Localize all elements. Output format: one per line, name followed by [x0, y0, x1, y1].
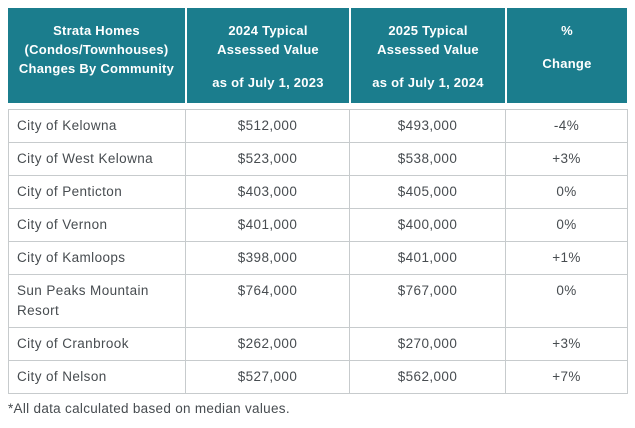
table-row: City of West Kelowna $523,000 $538,000 +… [8, 142, 628, 176]
header-2025-asof: as of July 1, 2024 [372, 75, 484, 90]
header-pct-label: Change [542, 56, 592, 71]
median-values-footnote: *All data calculated based on median val… [8, 401, 290, 416]
assessed-2024-cell: $523,000 [185, 142, 350, 176]
community-cell: Sun Peaks Mountain Resort [8, 274, 186, 328]
pct-change-cell: +3% [505, 142, 628, 176]
header-2024-asof: as of July 1, 2023 [212, 75, 324, 90]
pct-change-cell: +1% [505, 241, 628, 275]
header-2024-line1: 2024 Typical [228, 23, 308, 38]
community-cell: City of Penticton [8, 175, 186, 209]
header-2025-value-column: 2025 Typical Assessed Value as of July 1… [349, 8, 505, 103]
table-row: City of Cranbrook $262,000 $270,000 +3% [8, 327, 628, 361]
header-2024-line2: Assessed Value [217, 42, 319, 57]
assessed-2024-cell: $764,000 [185, 274, 350, 328]
table-row: City of Nelson $527,000 $562,000 +7% [8, 360, 628, 394]
pct-change-cell: 0% [505, 175, 628, 209]
assessed-2024-cell: $398,000 [185, 241, 350, 275]
community-cell: City of Vernon [8, 208, 186, 242]
table-header-row: Strata Homes (Condos/Townhouses) Changes… [8, 8, 627, 103]
table-row: City of Penticton $403,000 $405,000 0% [8, 175, 628, 209]
table-row: City of Kamloops $398,000 $401,000 +1% [8, 241, 628, 275]
strata-homes-table: Strata Homes (Condos/Townhouses) Changes… [8, 8, 628, 416]
pct-change-cell: -4% [505, 109, 628, 143]
header-community-line1: Strata Homes [53, 23, 140, 38]
assessed-2025-cell: $405,000 [349, 175, 506, 209]
community-cell: City of Kamloops [8, 241, 186, 275]
header-community-column: Strata Homes (Condos/Townhouses) Changes… [8, 8, 185, 103]
header-pct-change-column: % Change [505, 8, 627, 103]
community-cell: City of Kelowna [8, 109, 186, 143]
assessed-2025-cell: $767,000 [349, 274, 506, 328]
assessed-2024-cell: $512,000 [185, 109, 350, 143]
pct-change-cell: 0% [505, 274, 628, 328]
pct-change-cell: +7% [505, 360, 628, 394]
assessed-values-table: City of Kelowna $512,000 $493,000 -4% Ci… [8, 109, 628, 394]
assessed-2025-cell: $400,000 [349, 208, 506, 242]
pct-change-cell: +3% [505, 327, 628, 361]
assessed-2024-cell: $527,000 [185, 360, 350, 394]
header-2025-line1: 2025 Typical [388, 23, 468, 38]
header-pct-symbol: % [561, 23, 573, 38]
assessed-2025-cell: $562,000 [349, 360, 506, 394]
assessed-2025-cell: $538,000 [349, 142, 506, 176]
assessed-2025-cell: $401,000 [349, 241, 506, 275]
community-cell: City of Nelson [8, 360, 186, 394]
community-cell: City of Cranbrook [8, 327, 186, 361]
table-row: Sun Peaks Mountain Resort $764,000 $767,… [8, 274, 628, 328]
assessed-2025-cell: $270,000 [349, 327, 506, 361]
table-row: City of Vernon $401,000 $400,000 0% [8, 208, 628, 242]
assessed-2025-cell: $493,000 [349, 109, 506, 143]
community-cell: City of West Kelowna [8, 142, 186, 176]
header-community-line3: Changes By Community [18, 61, 175, 76]
header-community-line2: (Condos/Townhouses) [24, 42, 169, 57]
pct-change-cell: 0% [505, 208, 628, 242]
table-row: City of Kelowna $512,000 $493,000 -4% [8, 109, 628, 143]
header-2024-value-column: 2024 Typical Assessed Value as of July 1… [185, 8, 349, 103]
assessed-2024-cell: $262,000 [185, 327, 350, 361]
assessed-2024-cell: $401,000 [185, 208, 350, 242]
assessed-2024-cell: $403,000 [185, 175, 350, 209]
header-2025-line2: Assessed Value [377, 42, 479, 57]
